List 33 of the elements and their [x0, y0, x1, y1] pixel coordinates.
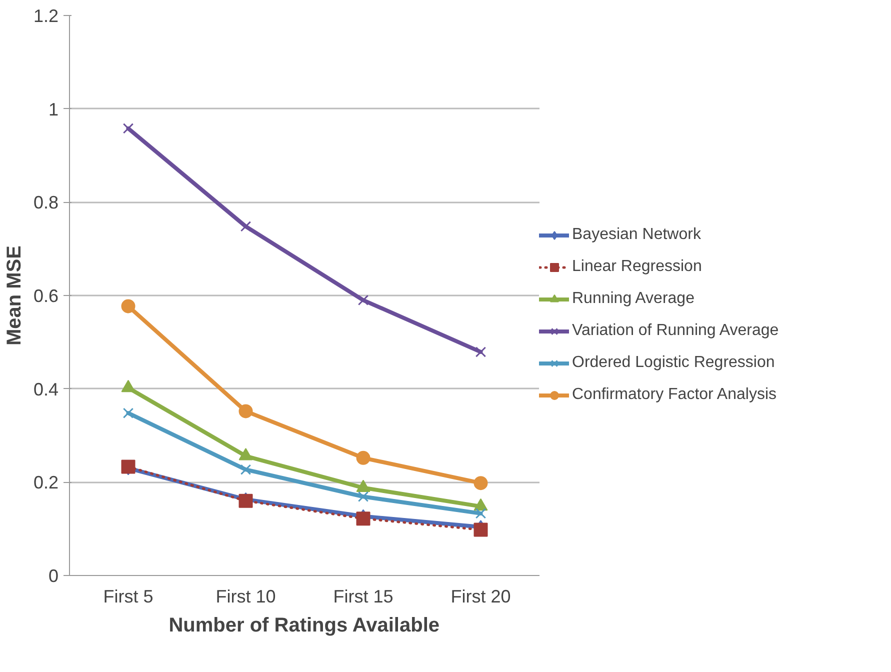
- x-tick-label: First 20: [450, 586, 511, 606]
- legend-label: Running Average: [572, 290, 694, 308]
- y-tick-label: 0.8: [33, 192, 59, 213]
- x-tick-label: First 15: [333, 586, 394, 606]
- legend-label: Linear Regression: [572, 258, 702, 276]
- point: [122, 123, 134, 134]
- y-tick-label: 0.6: [33, 286, 59, 306]
- y-tick-label: 0.4: [33, 379, 59, 400]
- y-tick-label: 0: [48, 566, 59, 586]
- x-axis-title: Number of Ratings Available: [168, 614, 440, 636]
- legend-label: Ordered Logistic Regression: [572, 354, 775, 372]
- y-tick-label: 0.2: [33, 472, 59, 493]
- point: [356, 450, 370, 465]
- point: [122, 408, 134, 418]
- x-tick-label: First 10: [216, 586, 276, 606]
- point: [474, 476, 488, 490]
- point: [358, 491, 369, 502]
- y-tick-label: 1: [48, 99, 59, 120]
- legend-label: Variation of Running Average: [572, 322, 779, 340]
- point: [121, 299, 136, 314]
- point: [475, 346, 486, 358]
- point: [475, 508, 486, 519]
- point: [358, 294, 369, 306]
- y-tick-label: 1.2: [33, 6, 59, 26]
- point: [240, 221, 252, 232]
- point: [356, 512, 370, 526]
- legend-label: Confirmatory Factor Analysis: [572, 386, 777, 404]
- point: [240, 464, 252, 475]
- point: [238, 404, 253, 418]
- x-tick-label: First 5: [103, 586, 154, 606]
- legend-label: Bayesian Network: [572, 226, 701, 244]
- point: [474, 522, 488, 537]
- y-axis-title: Mean MSE: [3, 245, 26, 346]
